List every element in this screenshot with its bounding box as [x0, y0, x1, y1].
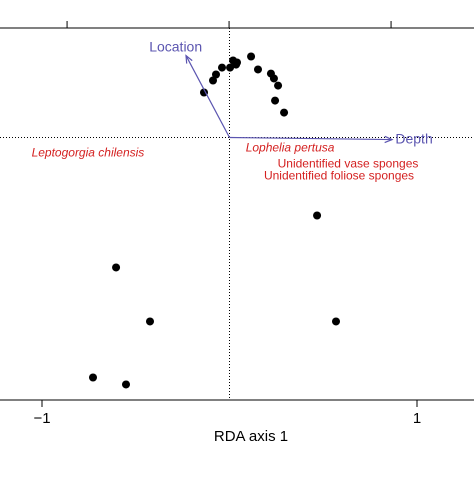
site-point [232, 60, 241, 69]
site-point [313, 211, 322, 220]
site-point [218, 63, 226, 72]
species-label: Leptogorgia chilensis [32, 146, 145, 160]
site-point [209, 76, 217, 85]
site-point [332, 317, 340, 326]
x-axis-label: RDA axis 1 [214, 428, 288, 445]
species-label: Unidentified foliose sponges [264, 169, 414, 183]
arrow-head [384, 135, 394, 144]
site-point [269, 74, 278, 83]
vector-label: Location [149, 38, 202, 54]
site-point [280, 108, 289, 117]
x-tick-label: 1 [413, 410, 421, 427]
vector-arrow [185, 55, 231, 138]
site-point [274, 81, 283, 90]
site-point [271, 96, 280, 105]
site-point [122, 380, 130, 389]
arrow-head [185, 54, 193, 64]
site-point [226, 63, 235, 72]
site-point [146, 317, 154, 326]
vector-label: Depth [395, 130, 432, 146]
site-point [254, 65, 262, 74]
site-point [112, 263, 121, 272]
species-label: Lophelia pertusa [246, 141, 335, 155]
site-point [212, 70, 220, 79]
site-point [89, 373, 97, 382]
site-point [247, 52, 256, 61]
x-tick-label: −1 [33, 410, 50, 427]
species-label: Unidentified vase sponges [278, 157, 419, 171]
vector-arrow [229, 136, 393, 141]
